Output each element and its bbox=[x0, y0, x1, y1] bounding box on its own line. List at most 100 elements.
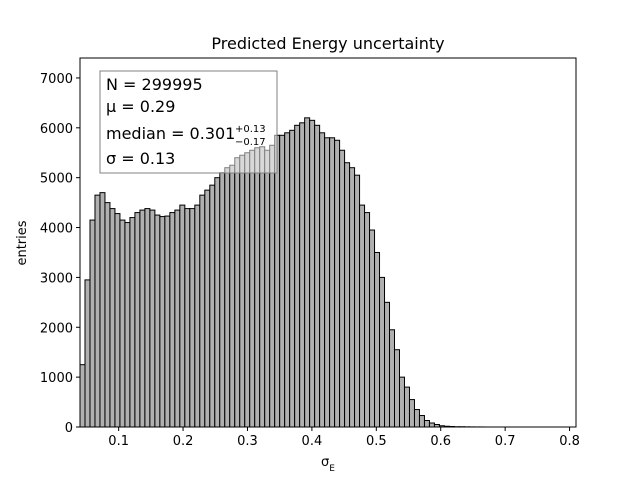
stats-box-frame bbox=[99, 70, 278, 174]
histogram-bar bbox=[374, 251, 381, 428]
x-tick-label: 0.6 bbox=[430, 434, 451, 449]
histogram-bar bbox=[239, 154, 246, 428]
histogram-bar bbox=[259, 146, 266, 428]
histogram-bar bbox=[339, 149, 346, 428]
x-tick-label: 0.1 bbox=[108, 434, 129, 449]
histogram-bar bbox=[349, 167, 356, 428]
x-tick-label: 0.3 bbox=[237, 434, 258, 449]
histogram-bar bbox=[244, 152, 251, 428]
histogram-bar bbox=[269, 144, 276, 428]
histogram-bar bbox=[379, 276, 386, 428]
y-axis-label: entries bbox=[15, 220, 30, 265]
histogram-bar bbox=[109, 208, 116, 428]
histogram-bar bbox=[364, 212, 371, 428]
x-tick-label: 0.2 bbox=[173, 434, 194, 449]
histogram-bar bbox=[224, 167, 231, 428]
histogram-bar bbox=[294, 124, 301, 428]
histogram-bar bbox=[384, 301, 391, 428]
stats-sigma: σ = 0.13 bbox=[106, 149, 175, 168]
y-tick-label: 4000 bbox=[40, 222, 73, 237]
histogram-bar bbox=[104, 202, 111, 428]
histogram-bar bbox=[84, 279, 91, 428]
histogram-bar bbox=[179, 204, 186, 428]
stats-n: N = 299995 bbox=[106, 75, 203, 94]
histogram-bar bbox=[174, 209, 181, 428]
histogram-bar bbox=[354, 174, 361, 428]
histogram-bar bbox=[209, 184, 216, 428]
stats-median: median = 0.301 bbox=[106, 124, 235, 143]
histogram-bar bbox=[139, 209, 146, 428]
histogram-bar bbox=[204, 189, 211, 428]
histogram-bar bbox=[324, 137, 331, 428]
histogram-bar bbox=[418, 415, 425, 428]
histogram-bar bbox=[359, 204, 366, 428]
histogram-bar bbox=[249, 149, 256, 428]
x-tick-label: 0.8 bbox=[559, 434, 580, 449]
x-tick-label: 0.4 bbox=[302, 434, 323, 449]
histogram-bar bbox=[314, 124, 321, 428]
stats-median-lower: −0.17 bbox=[235, 137, 266, 148]
histogram-bar bbox=[394, 349, 401, 428]
x-tick-label: 0.7 bbox=[495, 434, 516, 449]
histogram-bar bbox=[194, 204, 201, 428]
y-tick-label: 7000 bbox=[40, 72, 73, 87]
histogram-bar bbox=[403, 386, 410, 428]
stats-median-upper: +0.13 bbox=[235, 124, 266, 135]
histogram-bar bbox=[274, 134, 281, 428]
stats-box: N = 299995 μ = 0.29 median = 0.301 +0.13… bbox=[99, 70, 278, 174]
histogram-bar bbox=[319, 132, 326, 428]
histogram-bar bbox=[159, 216, 166, 428]
y-tick-label: 2000 bbox=[40, 321, 73, 336]
histogram-bar bbox=[79, 364, 86, 428]
histogram-bar bbox=[279, 134, 286, 428]
histogram-bar bbox=[389, 329, 396, 428]
x-tick-label: 0.5 bbox=[366, 434, 387, 449]
histogram-bar bbox=[119, 219, 126, 428]
histogram-bar bbox=[89, 219, 96, 428]
y-tick-label: 3000 bbox=[40, 271, 73, 286]
histogram-bar bbox=[304, 117, 311, 428]
chart-title: Predicted Energy uncertainty bbox=[211, 34, 444, 53]
histogram-bar bbox=[134, 212, 141, 428]
histogram-bar bbox=[344, 162, 351, 428]
histogram-bar bbox=[129, 217, 136, 428]
y-tick-label: 1000 bbox=[40, 371, 73, 386]
x-axis-ticks: 0.1 0.2 0.3 0.4 0.5 0.6 0.7 0.8 bbox=[108, 427, 580, 449]
histogram-bar bbox=[144, 208, 151, 428]
histogram-bar bbox=[329, 137, 336, 428]
histogram-bar bbox=[399, 376, 405, 428]
histogram-bar bbox=[284, 132, 291, 428]
histogram-bar bbox=[149, 209, 156, 428]
histogram-bar bbox=[299, 122, 306, 428]
y-tick-label: 5000 bbox=[40, 172, 73, 187]
histogram-bar bbox=[229, 164, 236, 428]
histogram-bar bbox=[408, 399, 415, 428]
histogram-bar bbox=[94, 194, 101, 428]
histogram-bar bbox=[219, 172, 226, 428]
histogram-bar bbox=[214, 177, 221, 428]
histogram-bar bbox=[189, 208, 196, 428]
histogram-bar bbox=[99, 192, 106, 428]
histogram-bar bbox=[234, 157, 241, 428]
x-axis-label: σE bbox=[321, 455, 335, 474]
histogram-bar bbox=[169, 212, 176, 428]
stats-mu: μ = 0.29 bbox=[106, 97, 175, 116]
histogram-bars bbox=[79, 117, 485, 428]
histogram-bar bbox=[289, 129, 296, 428]
histogram-bar bbox=[413, 409, 420, 428]
y-tick-label: 0 bbox=[65, 421, 73, 436]
histogram-bar bbox=[254, 147, 261, 428]
histogram-bar bbox=[164, 215, 171, 428]
histogram-bar bbox=[334, 139, 341, 428]
histogram-bar bbox=[309, 119, 316, 428]
histogram-bar bbox=[264, 149, 271, 428]
histogram-bar bbox=[124, 222, 131, 428]
histogram-bar bbox=[114, 213, 121, 428]
histogram-bar bbox=[199, 194, 206, 428]
histogram-bar bbox=[428, 422, 435, 428]
y-tick-label: 6000 bbox=[40, 122, 73, 137]
histogram-bar bbox=[184, 208, 191, 428]
histogram-bar bbox=[369, 229, 376, 428]
plot-frame bbox=[79, 57, 577, 428]
